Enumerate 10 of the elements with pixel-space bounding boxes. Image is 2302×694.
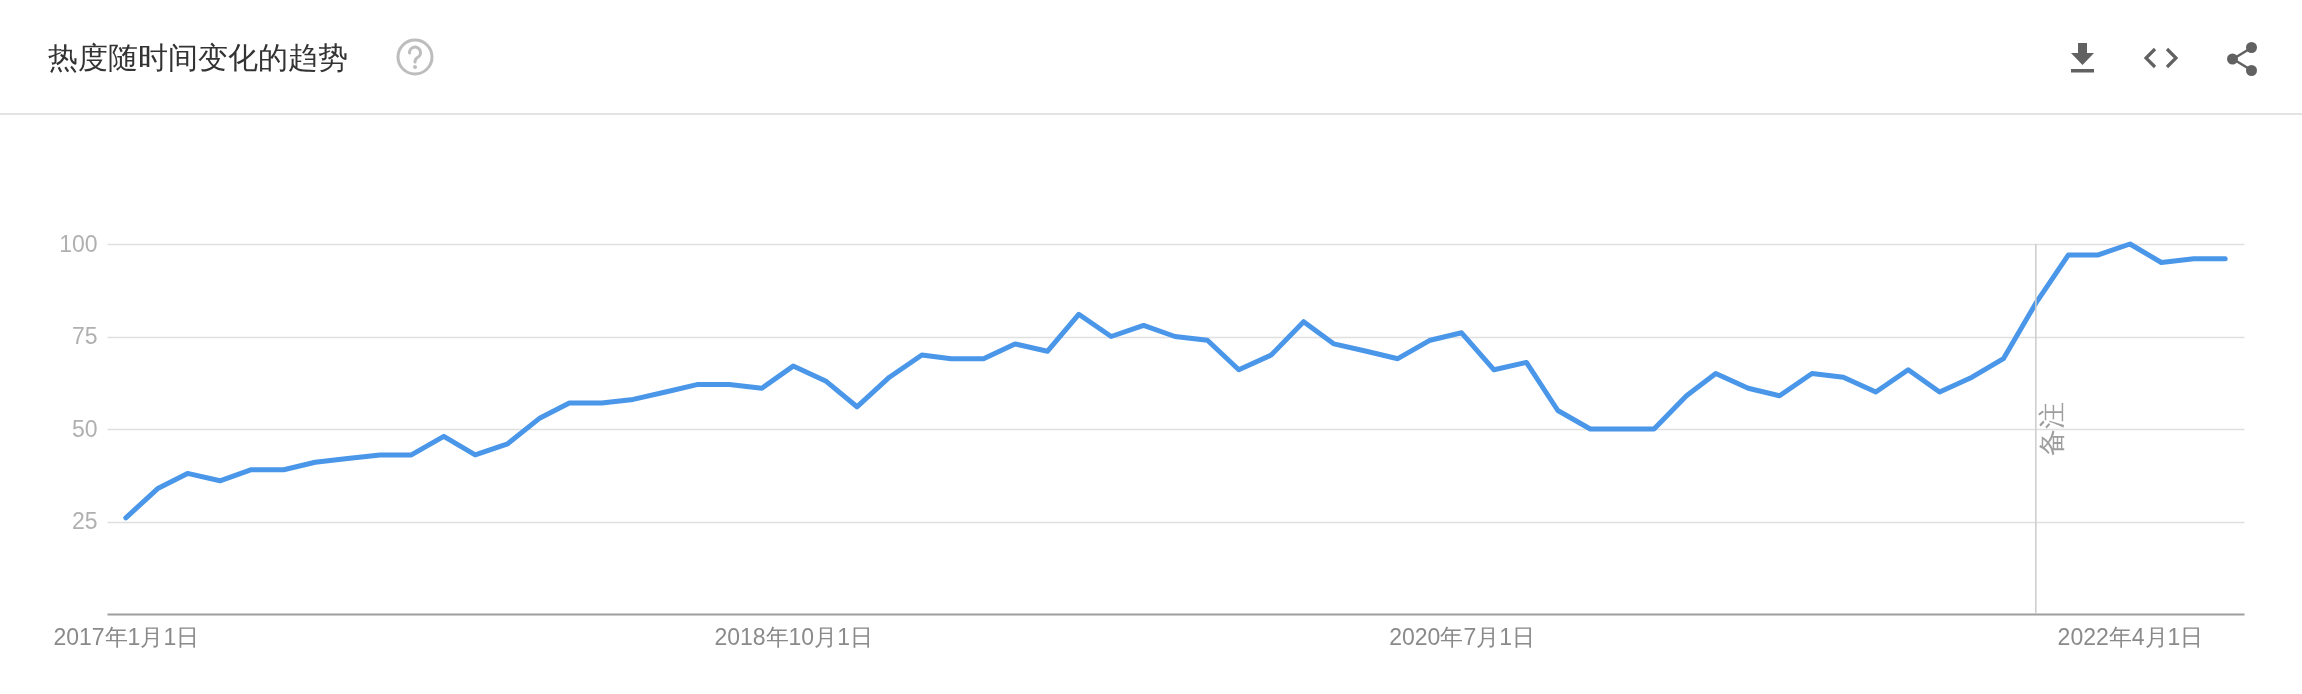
y-tick-label: 25 (71, 508, 98, 534)
y-tick-label: 75 (71, 323, 98, 349)
x-tick-label: 2022年4月1日 (2057, 623, 2204, 650)
x-tick-label: 2018年10月1日 (714, 623, 873, 650)
x-tick-label: 2020年7月1日 (1389, 623, 1535, 650)
y-tick-label: 100 (59, 230, 98, 257)
x-tick-label: 2017年1月1日 (53, 623, 200, 650)
chart-title: 热度随时间变化的趋势 (48, 40, 348, 76)
y-tick-label: 50 (71, 415, 98, 442)
ref-line-label: 备注 (2036, 402, 2067, 456)
